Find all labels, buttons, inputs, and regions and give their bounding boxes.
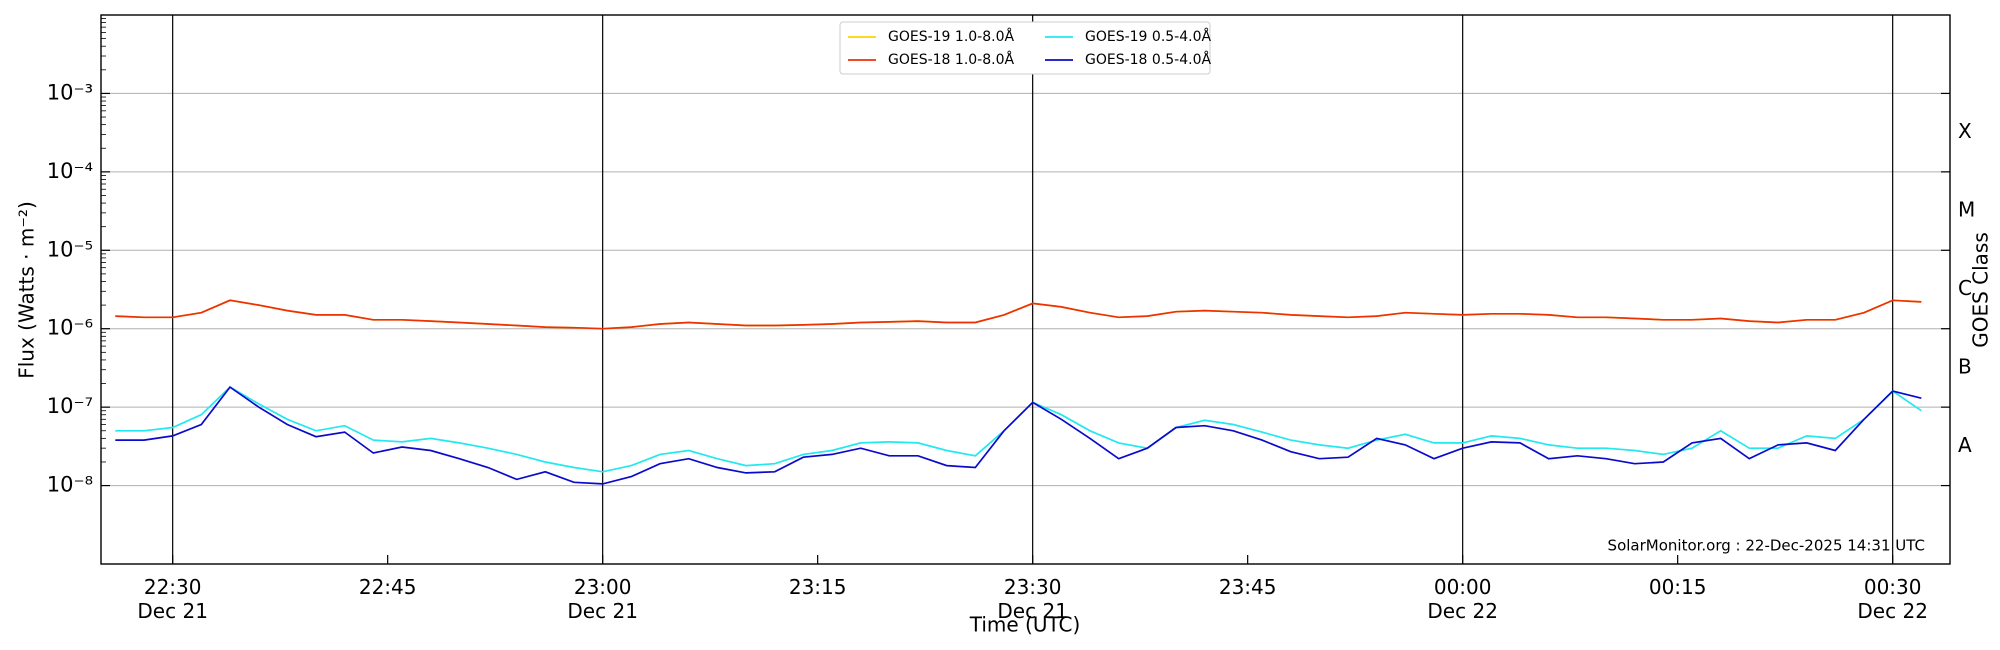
x-tick-label-line: Dec 21 xyxy=(567,599,638,623)
legend-frame xyxy=(839,21,1211,75)
x-tick-label-line: Dec 21 xyxy=(137,599,208,623)
series-line xyxy=(115,386,1922,473)
x-tick-label: 00:30 Dec 22 xyxy=(1857,575,1928,623)
x-tick-label: 00:00 Dec 22 xyxy=(1427,575,1498,623)
x-tick-label: 00:15 xyxy=(1649,575,1707,599)
x-tick-label: 22:45 xyxy=(359,575,417,599)
y-tick-label: 10⁻³ xyxy=(47,80,93,104)
plot-frame xyxy=(100,14,1951,565)
x-tick-label: 23:30 Dec 21 xyxy=(997,575,1068,623)
x-tick-label-line: 23:30 xyxy=(1004,575,1062,599)
x-axis-label: Time (UTC) xyxy=(969,613,1081,637)
x-tick-label-line: 23:00 xyxy=(574,575,632,599)
legend-label: GOES-19 0.5-4.0Å xyxy=(1085,28,1211,45)
series-line xyxy=(115,385,1922,485)
legend-label: GOES-18 1.0-8.0Å xyxy=(888,51,1014,68)
class-label: X xyxy=(1958,119,1972,143)
legend-label: GOES-18 0.5-4.0Å xyxy=(1085,51,1211,68)
class-label: A xyxy=(1958,433,1972,457)
class-label: M xyxy=(1958,198,1975,222)
x-tick-label-line: 00:15 xyxy=(1649,575,1707,599)
x-tick-label: 23:15 xyxy=(789,575,847,599)
x-tick-label-line: 22:30 xyxy=(144,575,202,599)
x-tick-label-line: 23:15 xyxy=(789,575,847,599)
y2-axis-label: GOES Class xyxy=(1969,232,1993,348)
class-label: B xyxy=(1958,354,1972,378)
y-tick-label: 10⁻⁴ xyxy=(47,159,93,183)
series-line xyxy=(115,299,1922,330)
x-tick-label-line: 23:45 xyxy=(1219,575,1277,599)
y-tick-label: 10⁻⁷ xyxy=(47,394,93,418)
x-tick-label: 23:45 xyxy=(1219,575,1277,599)
x-tick-label-line: 00:00 xyxy=(1434,575,1492,599)
x-tick-label-line: 00:30 xyxy=(1864,575,1922,599)
series-line xyxy=(115,299,1922,330)
legend-label: GOES-19 1.0-8.0Å xyxy=(888,28,1014,45)
x-tick-label-line: 22:45 xyxy=(359,575,417,599)
y-tick-label: 10⁻⁵ xyxy=(47,237,93,261)
x-tick-label: 22:30 Dec 21 xyxy=(137,575,208,623)
y-tick-label: 10⁻⁸ xyxy=(47,473,93,497)
x-tick-label-line: Dec 22 xyxy=(1857,599,1928,623)
x-tick-label-line: Dec 22 xyxy=(1427,599,1498,623)
class-label: C xyxy=(1958,276,1972,300)
y-tick-label: 10⁻⁶ xyxy=(47,316,93,340)
y-axis-label: Flux (Watts · m⁻²) xyxy=(15,201,39,379)
x-tick-label: 23:00 Dec 21 xyxy=(567,575,638,623)
annotation: SolarMonitor.org : 22-Dec-2025 14:31 UTC xyxy=(1608,537,1925,555)
x-tick-label-line: Dec 21 xyxy=(997,599,1068,623)
